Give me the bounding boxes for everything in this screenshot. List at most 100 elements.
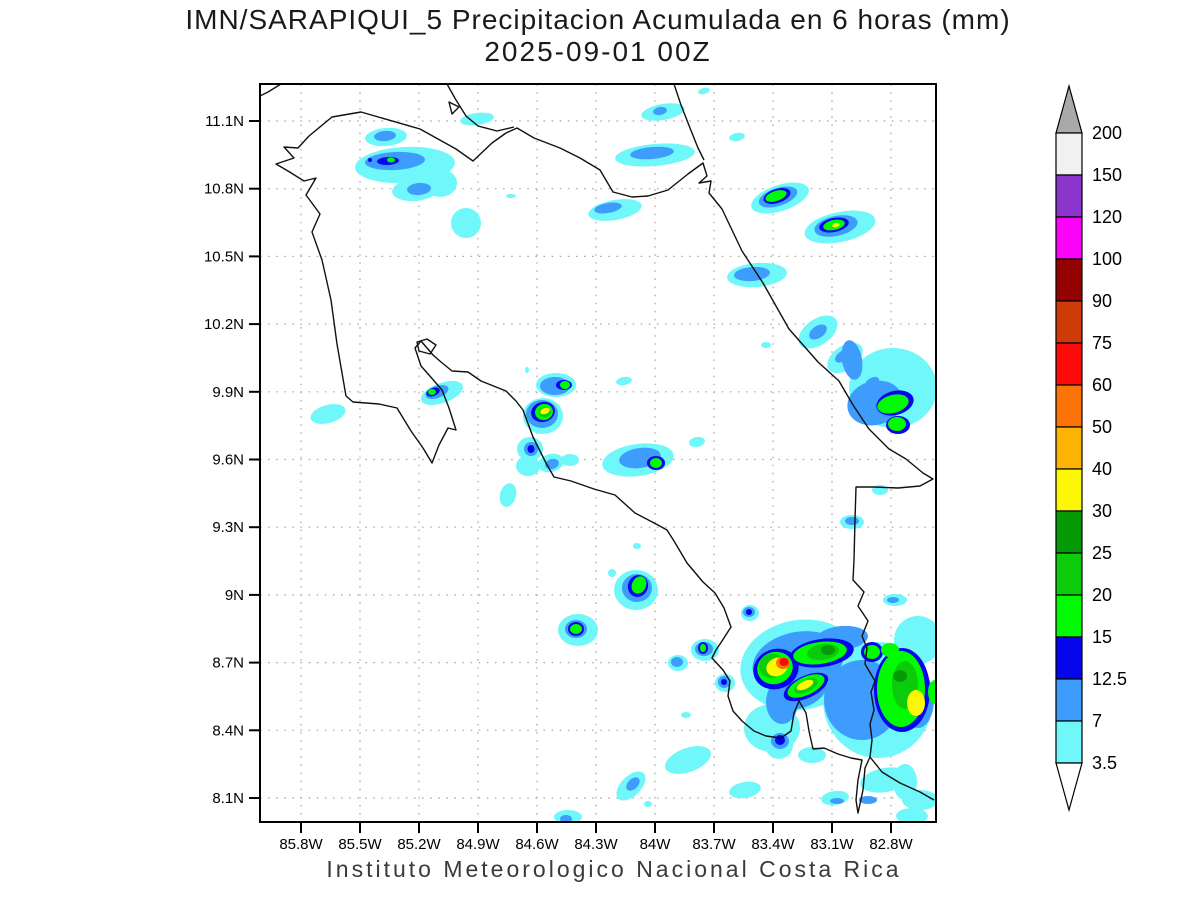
colorbar-tick-label: 40 (1092, 459, 1112, 479)
lake-nicaragua-island (448, 101, 460, 115)
precip-cell-3.5mm (729, 781, 761, 799)
precip-cell-3.5mm (561, 454, 579, 466)
precip-cell-12.5mm (368, 158, 372, 162)
precip-cell-3.5mm (665, 746, 711, 774)
precip-cell-3.5mm (310, 404, 346, 424)
colorbar-segment (1055, 384, 1083, 428)
precip-cell-3.5mm (451, 208, 481, 238)
lat-tick-label: 10.5N (204, 248, 244, 265)
colorbar-tick-label: 12.5 (1092, 669, 1127, 689)
precip-cell-30mm (796, 679, 814, 691)
colorbar-tick-label: 90 (1092, 291, 1112, 311)
precip-cell-12.5mm (721, 679, 727, 685)
precip-cell-7mm (407, 182, 431, 196)
precip-cell-3.5mm (896, 808, 928, 822)
lat-tick-label: 8.1N (212, 790, 244, 807)
colorbar-segment (1055, 174, 1083, 218)
precip-cell-15mm (877, 394, 909, 414)
nicaragua-pacific-coast (260, 84, 282, 97)
precip-cell-7mm (845, 517, 859, 525)
precip-cell-30mm (832, 222, 840, 228)
precip-cell-3.5mm (821, 790, 849, 806)
colorbar-tick-label: 15 (1092, 627, 1112, 647)
lat-tick-label: 8.4N (212, 722, 244, 739)
lat-tick-label: 9.9N (212, 384, 244, 401)
precip-cell-25mm (893, 670, 907, 682)
lat-axis: 11.1N 10.8N 10.5N 10.2N 9.9N 9.6N 9.3N 9N 8.7N 8.… (204, 113, 260, 807)
lon-tick-label: 84.9W (456, 836, 500, 853)
lon-tick-label: 84W (640, 836, 672, 853)
colorbar-segment (1055, 258, 1083, 302)
precip-cell-3.5mm (681, 712, 691, 718)
colorbar-segment (1055, 636, 1083, 680)
colorbar-tick-label: 3.5 (1092, 753, 1117, 773)
precip-cell-15mm (631, 576, 647, 594)
colorbar-segment (1055, 300, 1083, 344)
lon-tick-label: 84.3W (574, 836, 618, 853)
precip-cell-15mm (570, 624, 582, 634)
coastlines (260, 84, 935, 814)
precip-cell-3.5mm (698, 87, 710, 95)
precip-cell-3.5mm (798, 747, 826, 763)
lat-tick-label: 10.2N (204, 316, 244, 333)
precip-cell-30mm (907, 690, 925, 716)
lat-tick-label: 10.8N (204, 181, 244, 198)
precip-cell-7mm (630, 146, 674, 160)
colorbar-segment (1055, 342, 1083, 386)
lat-tick-label: 8.7N (212, 655, 244, 672)
precip-cell-15mm (765, 190, 787, 202)
colorbar-tick-label: 25 (1092, 543, 1112, 563)
colorbar-segment (1055, 594, 1083, 638)
precip-cell-15mm (888, 417, 906, 431)
nicaragua-caribbean-coast (673, 84, 705, 161)
precip-cell-7mm (653, 106, 667, 116)
precip-cell-7mm (734, 266, 770, 282)
colorbar-segment (1055, 510, 1083, 554)
precip-cell-7mm (833, 685, 847, 695)
lon-tick-label: 83.1W (810, 836, 854, 853)
precip-cell-7mm (841, 340, 863, 380)
lat-tick-label: 9.6N (212, 452, 244, 469)
colorbar-segment (1055, 468, 1083, 512)
footer-credit: Instituto Meteorologico Nacional Costa R… (326, 856, 902, 882)
lon-tick-label: 83.7W (692, 836, 736, 853)
precip-cell-15mm (864, 645, 880, 659)
precip-cell-3.5mm (516, 456, 540, 476)
precip-cell-7mm (887, 597, 899, 603)
precip-cell-3.5mm (499, 483, 517, 507)
lat-tick-label: 9N (225, 587, 244, 604)
precip-cell-7mm (594, 202, 622, 214)
precip-cell-25mm (821, 645, 835, 655)
lon-tick-label: 85.2W (397, 836, 441, 853)
precip-cell-3.5mm (616, 376, 632, 386)
precip-cell-3.5mm (506, 194, 516, 198)
precip-cell-3.5mm (525, 367, 529, 373)
lon-tick-label: 85.8W (279, 836, 323, 853)
colorbar-segment (1055, 132, 1083, 176)
colorbar-arrow-top (1055, 83, 1083, 134)
precip-cell-3.5mm (689, 436, 705, 448)
colorbar-tick-label: 200 (1092, 123, 1122, 143)
colorbar-tick-label: 100 (1092, 249, 1122, 269)
lat-tick-label: 11.1N (205, 113, 244, 130)
precip-cell-3.5mm (729, 132, 745, 142)
precip-cell-7mm (626, 777, 640, 791)
precip-cell-3.5mm (460, 112, 494, 126)
colorbar-tick-label: 150 (1092, 165, 1122, 185)
precip-cell-15mm (650, 458, 662, 468)
precip-cell-3.5mm (608, 569, 616, 577)
precip-cell-7mm (859, 796, 877, 804)
precip-cell-15mm (387, 157, 395, 163)
precip-cell-15mm (700, 644, 706, 652)
precip-cell-60mm (779, 658, 789, 666)
page-title: IMN/SARAPIQUI_5 Precipitacion Acumulada … (185, 4, 1011, 35)
colorbar-tick-label: 20 (1092, 585, 1112, 605)
precip-contours (310, 87, 936, 822)
colorbar-segment (1055, 678, 1083, 722)
colorbar-arrow-bottom (1055, 762, 1083, 813)
page-subtitle-datetime: 2025-09-01 00Z (484, 36, 712, 67)
precip-cell-15mm (881, 643, 899, 657)
precip-cell-12.5mm (527, 445, 535, 453)
